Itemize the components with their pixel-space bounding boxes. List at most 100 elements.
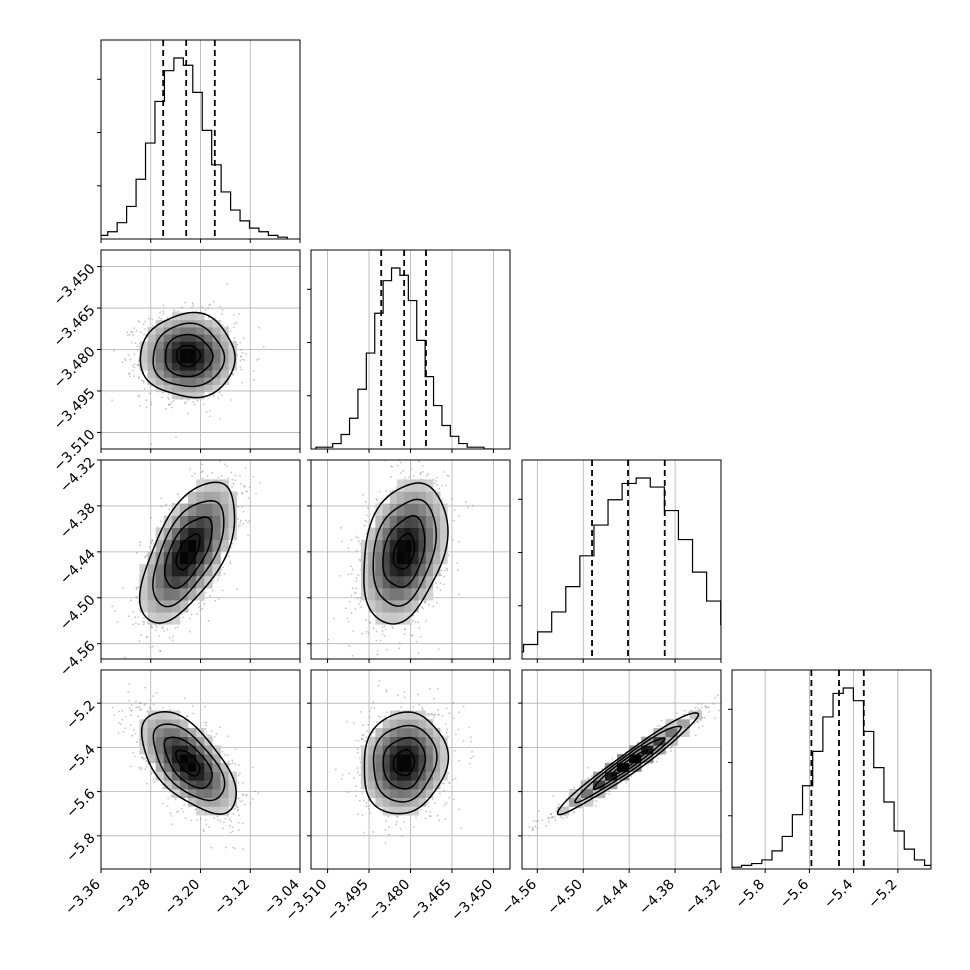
scatter-point: [243, 485, 246, 488]
scatter-point: [160, 520, 163, 523]
density-cell: [389, 491, 398, 504]
scatter-point: [676, 712, 678, 715]
scatter-point: [355, 580, 358, 582]
density-cell: [411, 754, 419, 764]
density-cell: [368, 527, 376, 541]
scatter-point: [137, 377, 140, 380]
scatter-point: [146, 635, 149, 638]
density-cell: [418, 736, 427, 746]
density-cell: [171, 503, 181, 516]
contour-level: [175, 533, 201, 571]
scatter-point: [151, 771, 153, 774]
scatter-point: [347, 791, 350, 794]
density-cell: [196, 771, 205, 781]
scatter-point: [233, 337, 236, 340]
density-cell: [368, 588, 376, 601]
scatter-point: [111, 706, 114, 709]
density-cell: [375, 727, 383, 738]
scatter-point: [150, 542, 152, 545]
scatter-point: [230, 471, 233, 474]
scatter-point: [203, 603, 206, 605]
scatter-point: [168, 708, 171, 711]
scatter-point: [399, 461, 402, 464]
density-cell: [171, 745, 181, 755]
scatter-point: [142, 381, 145, 384]
scatter-point: [116, 663, 118, 665]
density-cell: [396, 789, 405, 799]
density-cell: [204, 319, 213, 328]
scatter-point: [396, 815, 399, 818]
density-cell: [179, 527, 189, 541]
density-cell: [411, 539, 419, 553]
density-cell: [188, 754, 197, 764]
density-cell: [204, 384, 213, 393]
scatter-point: [362, 493, 364, 496]
scatter-point: [137, 715, 139, 718]
scatter-point: [367, 632, 370, 635]
scatter-point: [174, 798, 177, 801]
density-cell: [139, 727, 148, 738]
scatter-point: [670, 750, 672, 753]
scatter-point: [520, 848, 522, 850]
scatter-point: [232, 830, 234, 833]
scatter-point: [241, 822, 244, 825]
density-cell: [188, 762, 197, 772]
density-cell: [204, 527, 213, 541]
scatter-point: [434, 582, 437, 585]
scatter-point: [401, 834, 403, 837]
density-cell: [432, 563, 441, 577]
scatter-point: [239, 366, 242, 368]
scatter-point: [170, 406, 173, 409]
scatter-point: [245, 794, 248, 797]
density-cell: [147, 563, 156, 577]
density-cell: [382, 719, 391, 729]
scatter-point: [258, 481, 261, 484]
scatter-point: [365, 736, 368, 739]
scatter-point: [208, 415, 211, 418]
scatter-point: [441, 782, 444, 785]
scatter-point: [153, 703, 155, 706]
scatter-point: [381, 633, 384, 636]
scatter-point: [135, 706, 138, 709]
scatter-point: [365, 514, 368, 516]
scatter-point: [396, 820, 398, 823]
density-cell: [411, 797, 419, 807]
scatter-point: [209, 410, 211, 412]
density-cell: [220, 762, 229, 772]
scatter-point: [169, 812, 172, 815]
scatter-point: [255, 458, 257, 460]
scatter-point: [236, 588, 239, 591]
scatter-point: [191, 302, 194, 304]
scatter-point: [210, 730, 213, 732]
density-cell: [411, 491, 419, 504]
density-cell: [389, 719, 398, 729]
scatter-point: [160, 396, 163, 399]
scatter-point: [128, 707, 131, 710]
scatter-point: [347, 620, 350, 623]
scatter-point: [451, 497, 454, 500]
scatter-point: [161, 626, 164, 629]
density-cell: [163, 780, 173, 790]
scatter-point: [361, 814, 364, 817]
scatter-point: [359, 542, 362, 545]
density-cell: [418, 491, 427, 504]
scatter-point: [414, 621, 417, 624]
scatter-point: [229, 562, 232, 565]
scatter-point: [517, 834, 519, 836]
scatter-point: [365, 801, 368, 804]
density-cell: [389, 736, 398, 746]
scatter-point: [356, 597, 359, 600]
scatter-point: [429, 713, 432, 716]
scatter-point: [531, 826, 534, 829]
scatter-point: [241, 381, 244, 384]
scatter-point: [124, 727, 127, 730]
scatter-point: [127, 373, 130, 376]
scatter-point: [149, 646, 152, 649]
scatter-point: [158, 634, 161, 637]
density-cell: [188, 391, 197, 400]
scatter-point: [184, 301, 187, 304]
scatter-point: [699, 719, 702, 722]
scatter-point: [419, 473, 422, 475]
density-cell: [163, 363, 173, 371]
scatter-point: [385, 711, 388, 714]
